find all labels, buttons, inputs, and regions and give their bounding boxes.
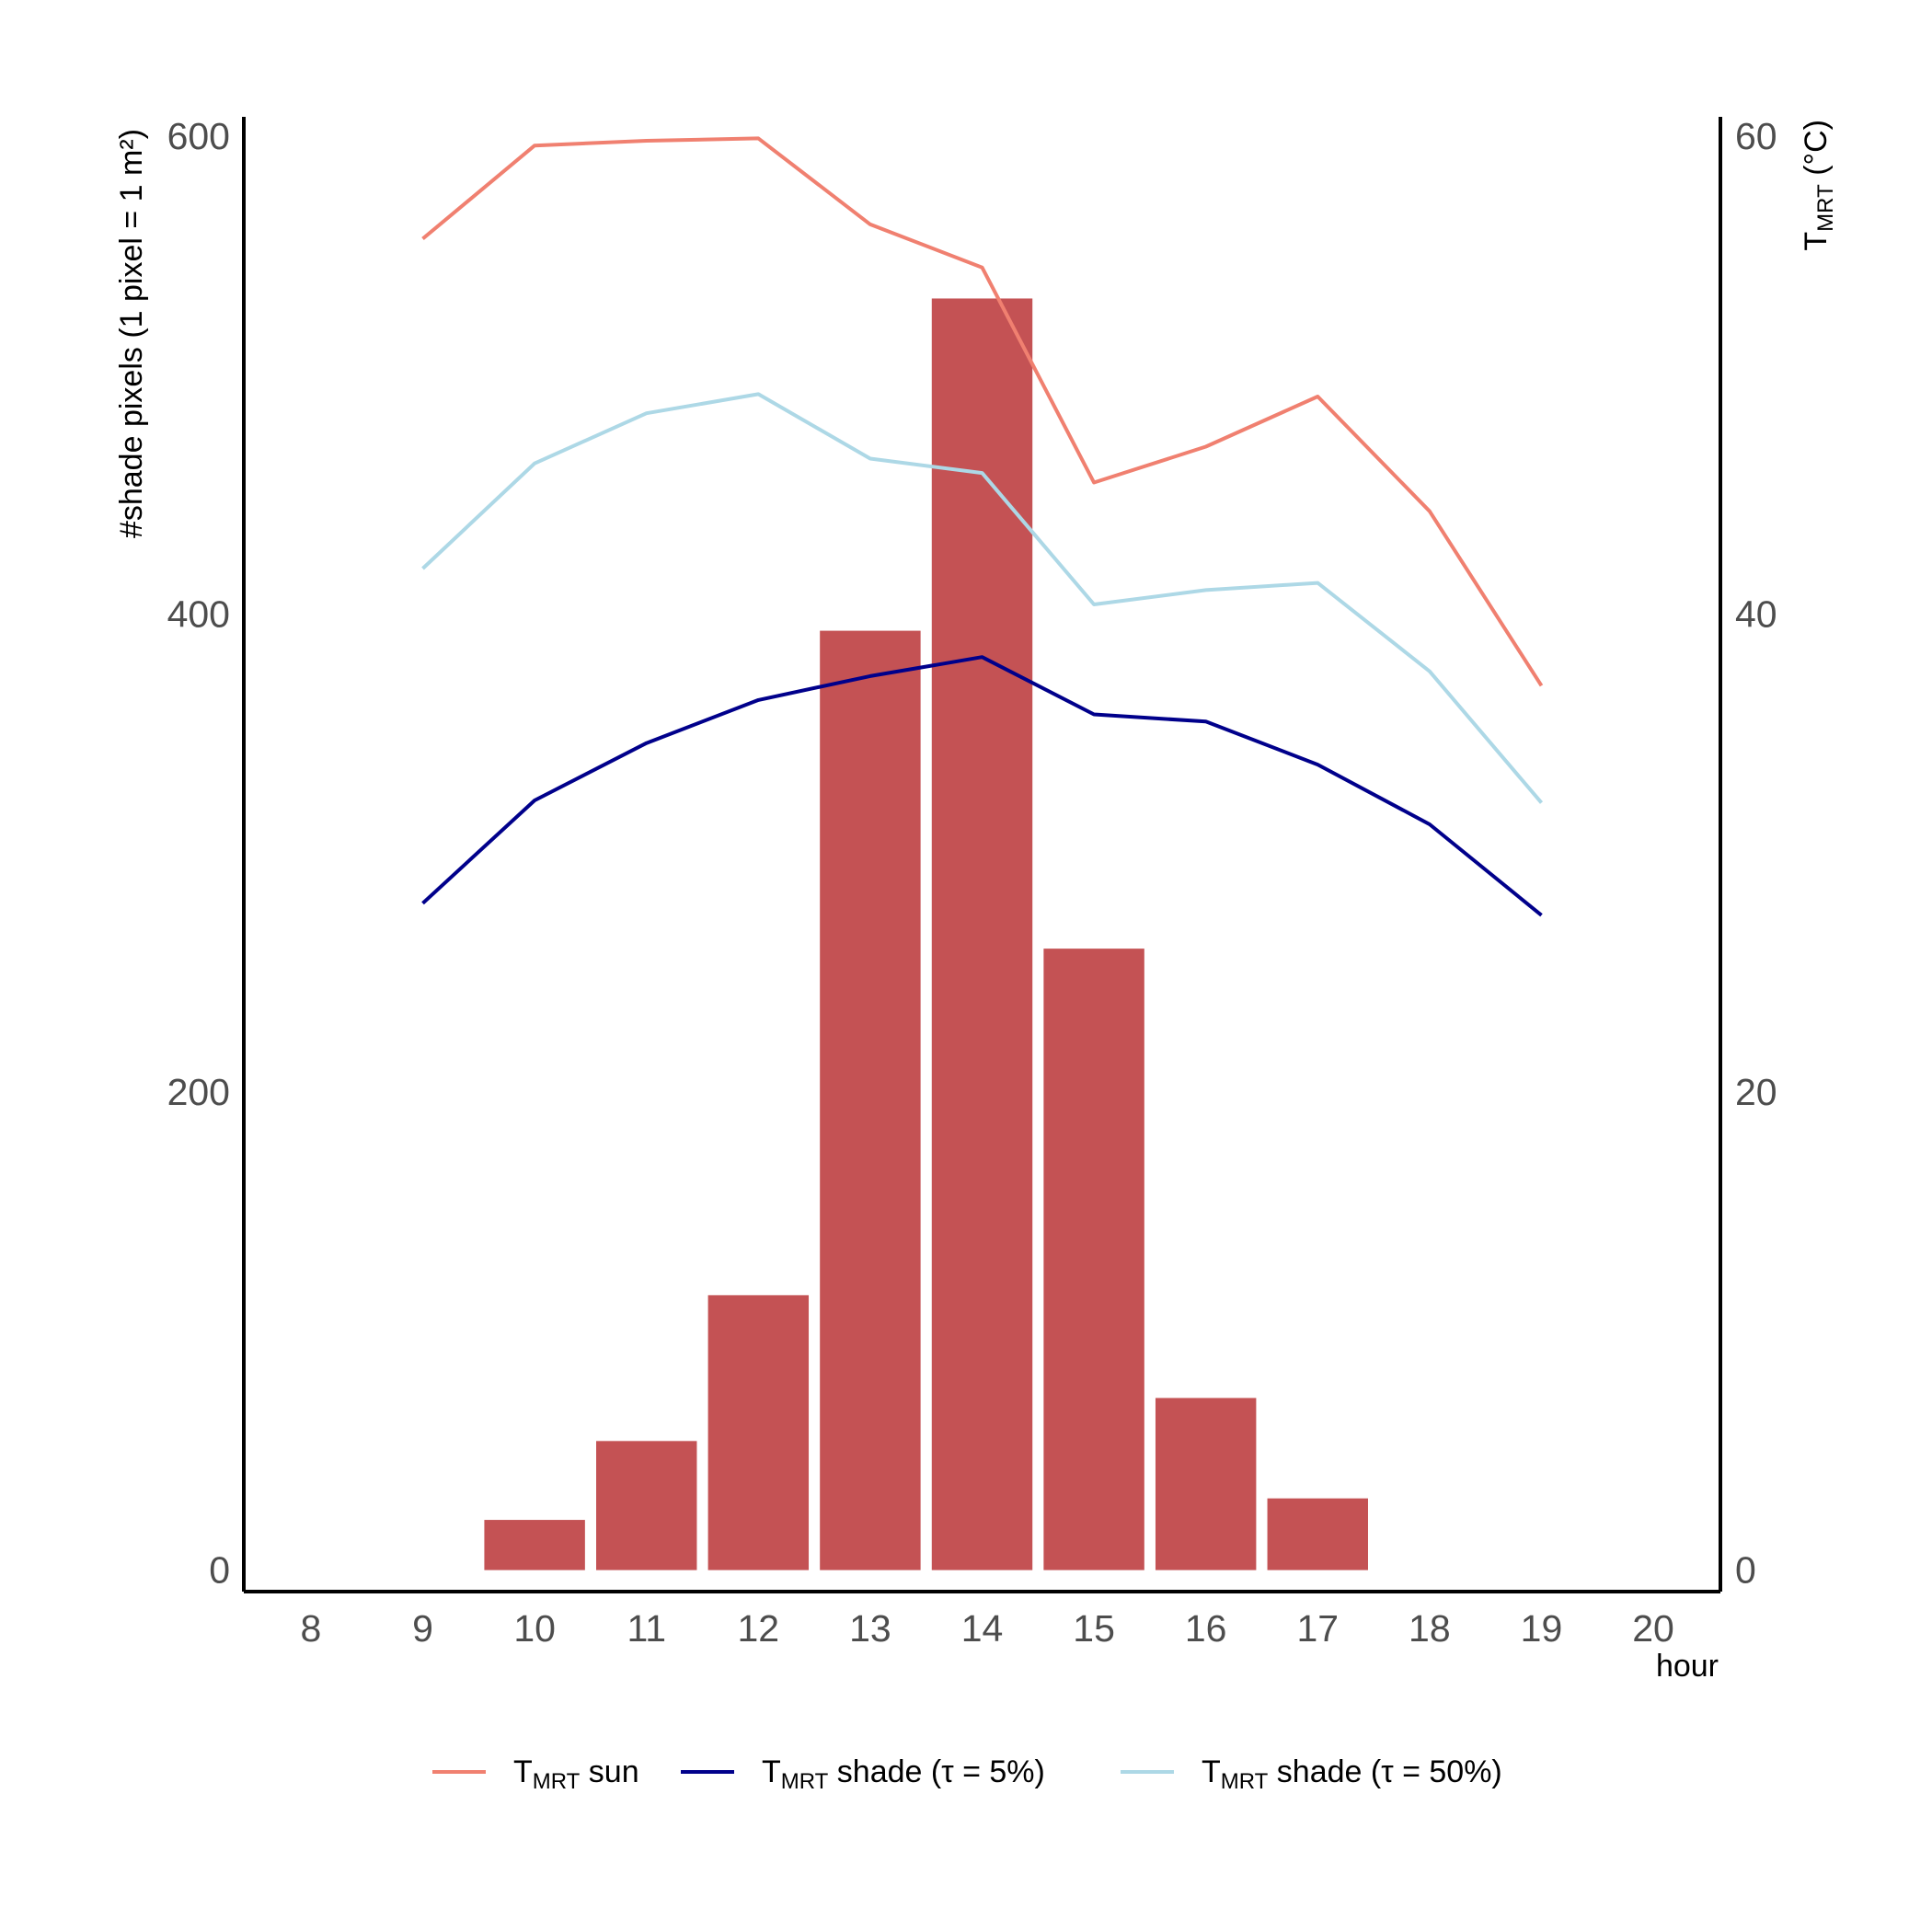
x-tick-18: 18 (1409, 1607, 1451, 1650)
x-axis-label: hour (1656, 1649, 1719, 1684)
x-tick-12: 12 (738, 1607, 780, 1650)
right-y-tick-20: 20 (1735, 1071, 1777, 1113)
right-y-tick-0: 0 (1735, 1549, 1756, 1592)
bar-17 (1267, 1498, 1368, 1570)
right-y-tick-labels: 0 20 40 60 (1735, 115, 1777, 1592)
line-series-2 (421, 655, 1543, 917)
x-tick-14: 14 (961, 1607, 1004, 1650)
left-y-tick-0: 0 (209, 1549, 230, 1592)
x-tick-labels: 8 9 10 11 12 13 14 15 16 17 18 19 20 (301, 1607, 1674, 1650)
x-tick-11: 11 (627, 1607, 666, 1650)
x-tick-17: 17 (1296, 1607, 1339, 1650)
x-tick-9: 9 (412, 1607, 433, 1650)
left-y-tick-200: 200 (167, 1071, 230, 1113)
x-tick-19: 19 (1521, 1607, 1563, 1650)
x-tick-13: 13 (849, 1607, 891, 1650)
line-series-3 (421, 392, 1544, 804)
x-tick-20: 20 (1632, 1607, 1674, 1650)
legend: TMRT sun TMRT shade (τ = 5%) TMRT shade (τ… (432, 1754, 1502, 1794)
bar-15 (1043, 949, 1144, 1570)
legend-label-2: TMRT shade (τ = 5%) (762, 1754, 1045, 1794)
x-tick-10: 10 (513, 1607, 556, 1650)
right-y-axis-label-sub: MRT (1813, 184, 1838, 232)
right-y-axis-label: TMRT (°C) (1799, 120, 1838, 251)
x-tick-16: 16 (1185, 1607, 1227, 1650)
bar-series (484, 298, 1368, 1570)
line-series-group (421, 136, 1544, 917)
left-y-tick-600: 600 (167, 115, 230, 157)
right-y-tick-60: 60 (1735, 115, 1777, 157)
left-y-axis-label: #shade pixels (1 pixel = 1 m²) (114, 129, 149, 538)
right-y-axis-label-rest: (°C) (1799, 120, 1834, 184)
left-y-tick-400: 400 (167, 592, 230, 635)
x-tick-8: 8 (301, 1607, 322, 1650)
left-y-tick-labels: 0 200 400 600 (167, 115, 230, 1592)
bar-10 (484, 1520, 585, 1570)
bar-13 (820, 630, 921, 1570)
bar-16 (1155, 1397, 1257, 1570)
bar-12 (707, 1294, 810, 1570)
bar-11 (596, 1441, 697, 1570)
right-y-axis-label-main: T (1799, 232, 1834, 251)
line-series-1 (421, 136, 1544, 687)
legend-label-1: TMRT sun (513, 1754, 639, 1794)
x-tick-15: 15 (1073, 1607, 1115, 1650)
legend-label-3: TMRT shade (τ = 50%) (1202, 1754, 1502, 1794)
right-y-tick-40: 40 (1735, 592, 1777, 635)
bar-14 (931, 298, 1033, 1570)
